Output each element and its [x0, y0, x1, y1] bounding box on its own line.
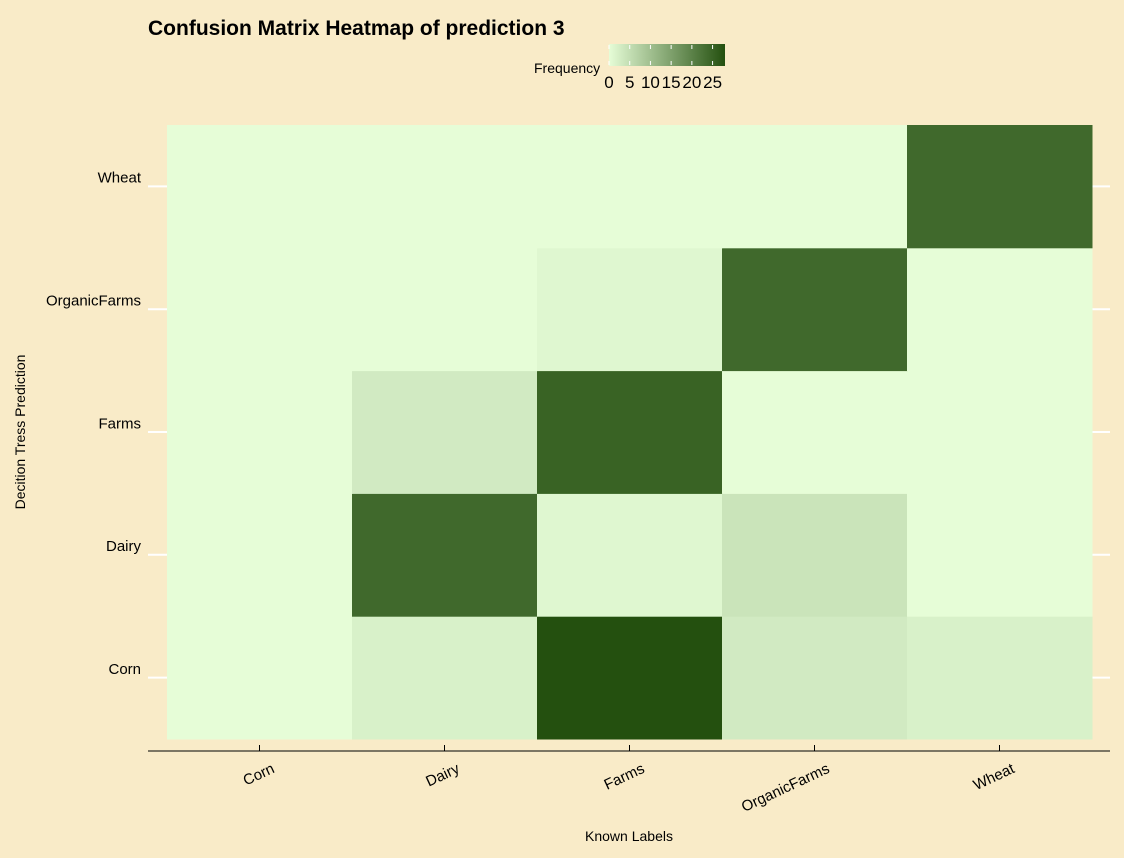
heatmap-cell-farms-wheat [537, 125, 723, 249]
heatmap-cell-organicfarms-wheat [722, 125, 908, 249]
x-tick-label-organicfarms: OrganicFarms [739, 760, 832, 816]
heatmap-cell-organicfarms-corn [722, 616, 908, 740]
heatmap-cell-wheat-wheat [907, 125, 1093, 249]
heatmap-cell-wheat-dairy [907, 493, 1093, 617]
legend-tick-label: 20 [682, 73, 701, 92]
heatmap-tiles [167, 125, 1093, 740]
heatmap-cell-corn-farms [167, 370, 353, 494]
x-axis-title: Known Labels [585, 828, 673, 844]
heatmap-cell-dairy-corn [352, 616, 538, 740]
heatmap-cell-wheat-farms [907, 370, 1093, 494]
legend-ticks: 0 5 10 15 20 25 [604, 45, 722, 92]
x-tick-label-dairy: Dairy [423, 760, 462, 790]
heatmap-cell-dairy-wheat [352, 125, 538, 249]
y-axis-title: Decition Tress Prediction [12, 355, 28, 510]
legend-tick-label: 0 [604, 73, 613, 92]
heatmap-cell-wheat-organicfarms [907, 247, 1093, 372]
y-tick-label-farms: Farms [99, 415, 142, 432]
y-tick-label-organicfarms: OrganicFarms [46, 292, 141, 309]
legend-tick-label: 5 [625, 73, 634, 92]
heatmap-cell-wheat-corn [907, 616, 1093, 740]
heatmap-cell-corn-wheat [167, 125, 353, 249]
heatmap-cell-farms-corn [537, 616, 723, 740]
y-tick-label-dairy: Dairy [106, 538, 142, 555]
heatmap-cell-farms-farms [537, 370, 723, 494]
chart-title: Confusion Matrix Heatmap of prediction 3 [148, 17, 565, 40]
legend-tick-label: 15 [662, 73, 681, 92]
x-tick-label-wheat: Wheat [971, 760, 1018, 794]
legend: Frequency 0 5 10 15 20 25 [534, 44, 725, 92]
heatmap-cell-farms-dairy [537, 493, 723, 617]
heatmap-cell-organicfarms-farms [722, 370, 908, 494]
heatmap-cell-dairy-organicfarms [352, 247, 538, 372]
legend-title: Frequency [534, 60, 600, 76]
legend-tick-label: 10 [641, 73, 660, 92]
heatmap-cell-corn-organicfarms [167, 247, 353, 372]
heatmap-cell-dairy-farms [352, 370, 538, 494]
heatmap-cell-dairy-dairy [352, 493, 538, 617]
x-tick-label-farms: Farms [601, 760, 647, 793]
y-tick-label-corn: Corn [108, 661, 141, 678]
x-axis-ticks: Corn Dairy Farms OrganicFarms Wheat [241, 745, 1018, 816]
y-axis-ticks: Corn Dairy Farms OrganicFarms Wheat [46, 170, 142, 678]
legend-tick-label: 25 [703, 73, 722, 92]
heatmap-cell-organicfarms-dairy [722, 493, 908, 617]
y-tick-label-wheat: Wheat [98, 170, 142, 187]
heatmap-cell-corn-dairy [167, 493, 353, 617]
heatmap-cell-farms-organicfarms [537, 247, 723, 372]
heatmap-cell-corn-corn [167, 616, 353, 740]
x-tick-label-corn: Corn [241, 760, 278, 789]
legend-colorbar [609, 44, 725, 66]
heatmap-cell-organicfarms-organicfarms [722, 247, 908, 372]
